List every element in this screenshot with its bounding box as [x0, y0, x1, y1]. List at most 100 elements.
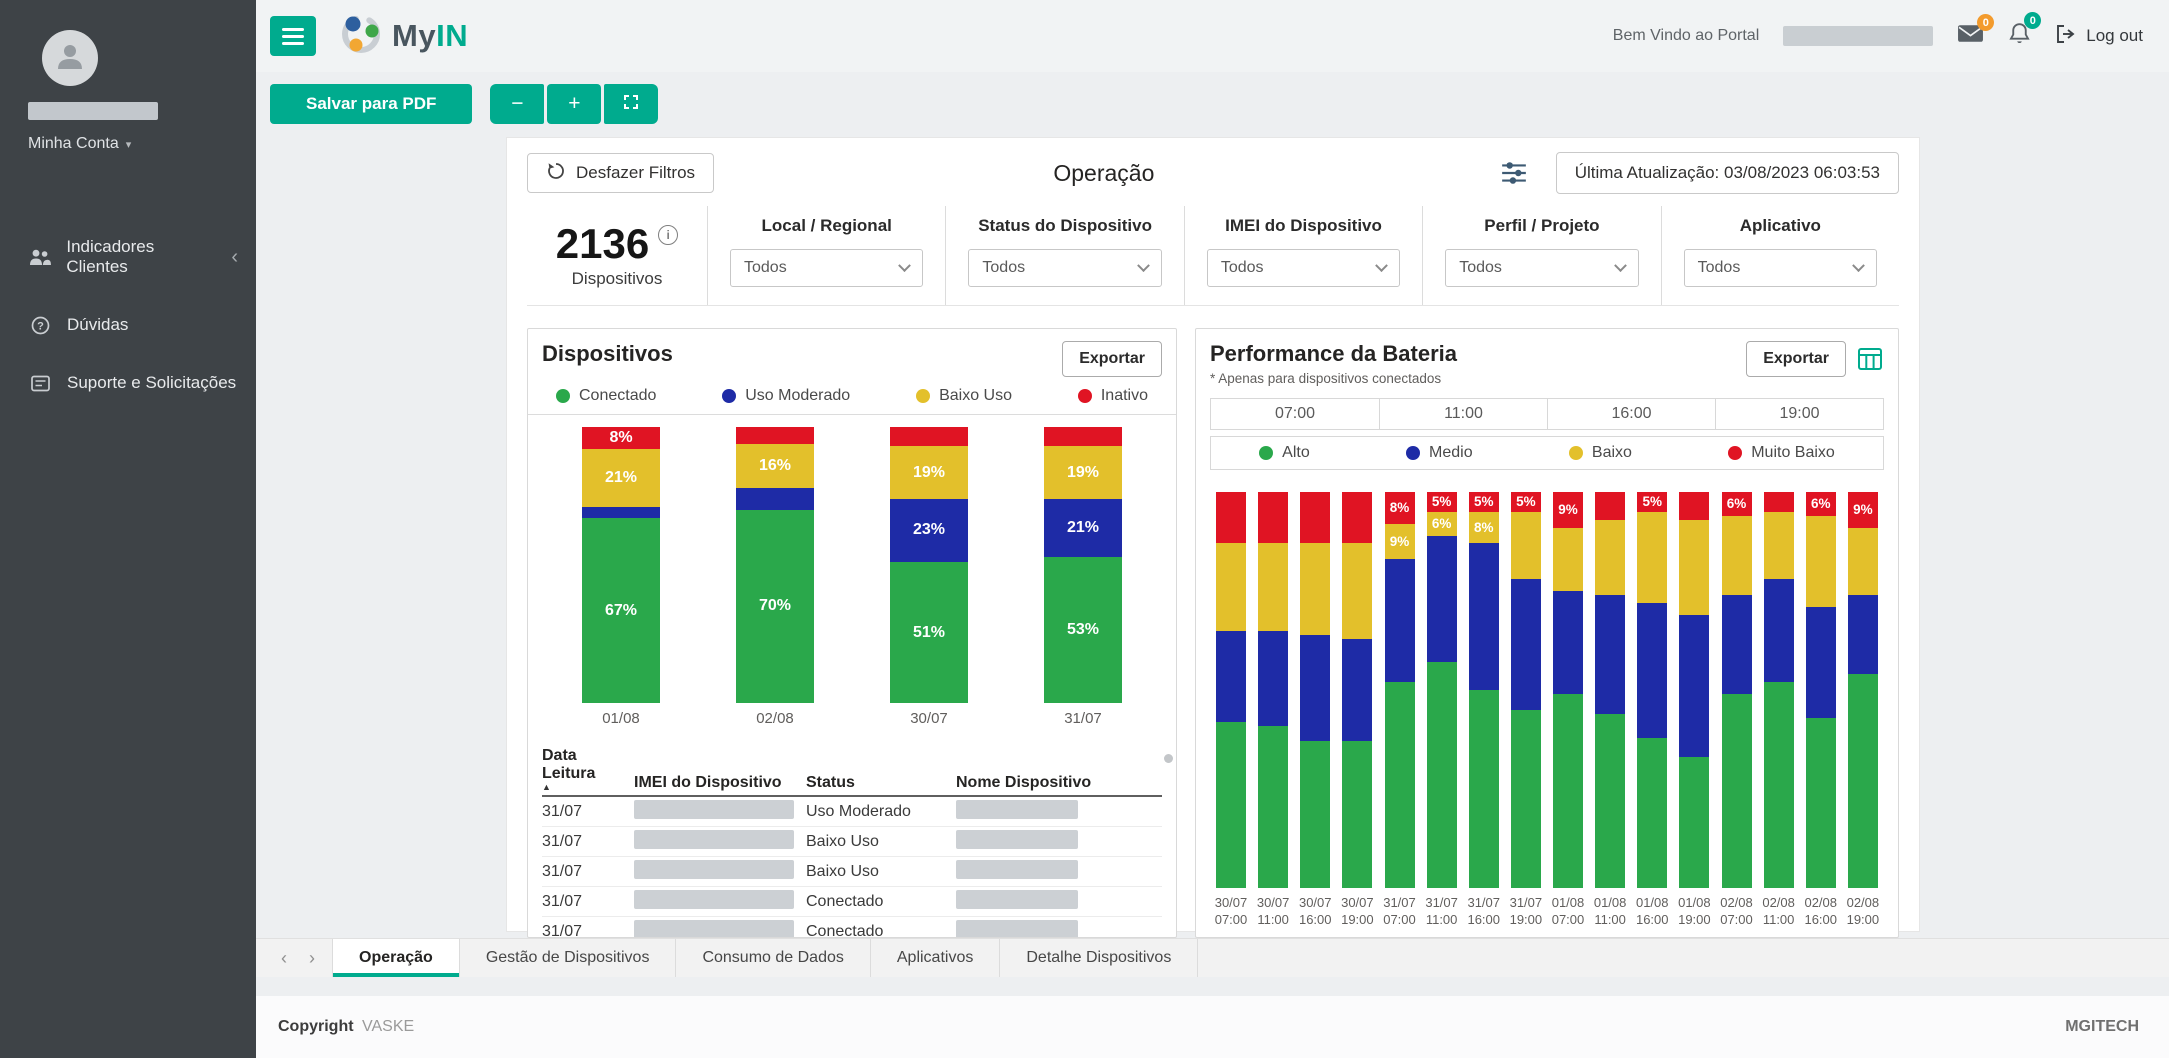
segment-muito-baixo[interactable]: 8% [1384, 492, 1415, 524]
segment-baixo[interactable] [1721, 515, 1752, 595]
segment-baixo[interactable] [1510, 511, 1541, 580]
segment-medio[interactable] [1595, 594, 1626, 714]
logout-button[interactable]: Log out [2055, 24, 2143, 49]
tabs-next-button[interactable]: › [309, 947, 315, 968]
segment-baixo-uso[interactable]: 21% [582, 449, 660, 508]
table-row[interactable]: 31/07 Baixo Uso [542, 827, 1162, 857]
segment-muito-baixo[interactable] [1342, 492, 1373, 544]
tab-detalhe-dispositivos[interactable]: Detalhe Dispositivos [1000, 939, 1199, 977]
fullscreen-button[interactable] [604, 84, 659, 124]
segment-muito-baixo[interactable] [1763, 492, 1794, 512]
segment-baixo[interactable] [1258, 543, 1289, 631]
account-menu[interactable]: Minha Conta ▾ [28, 135, 256, 153]
table-row[interactable]: 31/07 Baixo Uso [542, 857, 1162, 887]
segment-muito-baixo[interactable]: 9% [1847, 492, 1878, 528]
segment-baixo[interactable] [1763, 511, 1794, 580]
zoom-out-button[interactable]: − [490, 84, 545, 124]
save-pdf-button[interactable]: Salvar para PDF [270, 84, 473, 124]
segment-baixo[interactable] [1342, 543, 1373, 639]
column-header-status[interactable]: Status [806, 774, 855, 791]
segment-baixo-uso[interactable]: 19% [1044, 446, 1122, 499]
sidebar-item-duvidas[interactable]: ? Dúvidas [0, 299, 256, 351]
avatar[interactable] [42, 30, 98, 86]
segment-medio[interactable] [1300, 634, 1331, 742]
tab-consumo-de-dados[interactable]: Consumo de Dados [676, 939, 871, 977]
segment-inativo[interactable] [890, 427, 968, 447]
segment-baixo[interactable] [1595, 519, 1626, 595]
segment-alto[interactable] [1258, 725, 1289, 888]
segment-muito-baixo[interactable]: 6% [1805, 492, 1836, 516]
legend-item-baixo[interactable]: Baixo [1568, 444, 1632, 462]
segment-baixo[interactable] [1300, 543, 1331, 635]
segment-alto[interactable] [1595, 713, 1626, 888]
segment-alto[interactable] [1468, 689, 1499, 888]
segment-alto[interactable] [1637, 737, 1668, 888]
segment-alto[interactable] [1763, 682, 1794, 888]
segment-uso-moderado[interactable] [582, 507, 660, 519]
segment-inativo[interactable] [736, 427, 814, 444]
filter-dropdown-aplicativo[interactable]: Todos [1683, 249, 1878, 287]
tab-gestao-de-dispositivos[interactable]: Gestão de Dispositivos [460, 939, 677, 977]
segment-baixo[interactable] [1847, 527, 1878, 595]
segment-uso-moderado[interactable]: 23% [890, 498, 968, 563]
segment-alto[interactable] [1216, 721, 1246, 888]
filter-dropdown-imei-do-dispositivo[interactable]: Todos [1206, 249, 1401, 287]
segment-alto[interactable] [1342, 741, 1373, 888]
segment-medio[interactable] [1426, 535, 1457, 663]
segment-medio[interactable] [1763, 579, 1794, 683]
mail-button[interactable]: 0 [1957, 14, 1995, 49]
legend-item-alto[interactable]: Alto [1259, 444, 1310, 462]
segment-muito-baixo[interactable]: 5% [1637, 492, 1668, 512]
zoom-in-button[interactable]: + [547, 84, 602, 124]
export-button[interactable]: Exportar [1062, 341, 1162, 377]
segment-baixo[interactable]: 8% [1468, 511, 1499, 544]
segment-baixo[interactable]: 6% [1426, 511, 1457, 536]
filter-dropdown-status-do-dispositivo[interactable]: Todos [968, 249, 1162, 287]
legend-item-baixo-uso[interactable]: Baixo Uso [916, 387, 1012, 405]
segment-muito-baixo[interactable] [1679, 492, 1710, 520]
segment-alto[interactable] [1510, 709, 1541, 888]
segment-baixo[interactable]: 9% [1384, 523, 1415, 560]
filter-dropdown-perfil-projeto[interactable]: Todos [1445, 249, 1639, 287]
legend-item-muito-baixo[interactable]: Muito Baixo [1728, 444, 1835, 462]
column-header-data-leitura[interactable]: Data Leitura ▲ [542, 747, 634, 792]
undo-filters-button[interactable]: Desfazer Filtros [527, 153, 715, 193]
segment-baixo[interactable] [1637, 511, 1668, 603]
table-row[interactable]: 31/07 Conectado [542, 917, 1162, 937]
segment-medio[interactable] [1847, 594, 1878, 675]
info-icon[interactable]: i [658, 224, 679, 245]
segment-baixo-uso[interactable]: 16% [736, 443, 814, 488]
legend-item-medio[interactable]: Medio [1406, 444, 1473, 462]
notifications-button[interactable]: 0 [2008, 12, 2042, 51]
sidebar-item-indicadores-clientes[interactable]: Indicadores Clientes ‹ [0, 221, 256, 293]
segment-baixo[interactable] [1216, 543, 1246, 631]
table-row[interactable]: 31/07 Conectado [542, 887, 1162, 917]
brand-logo[interactable]: MyIN [338, 11, 468, 62]
segment-alto[interactable] [1426, 662, 1457, 888]
segment-baixo[interactable] [1679, 519, 1710, 615]
segment-muito-baixo[interactable] [1258, 492, 1289, 544]
segment-muito-baixo[interactable]: 5% [1468, 492, 1499, 512]
segment-muito-baixo[interactable]: 5% [1426, 492, 1457, 512]
segment-muito-baixo[interactable]: 9% [1553, 492, 1583, 528]
tab-aplicativos[interactable]: Aplicativos [871, 939, 1001, 977]
segment-alto[interactable] [1847, 674, 1878, 888]
segment-medio[interactable] [1342, 638, 1373, 742]
filters-panel-icon[interactable] [1500, 161, 1528, 185]
segment-conectado[interactable]: 70% [736, 509, 814, 703]
segment-baixo[interactable] [1805, 515, 1836, 607]
column-header-imei-do-dispositivo[interactable]: IMEI do Dispositivo [634, 774, 782, 791]
segment-medio[interactable] [1468, 543, 1499, 690]
segment-muito-baixo[interactable] [1216, 492, 1246, 544]
segment-muito-baixo[interactable]: 5% [1510, 492, 1541, 512]
segment-medio[interactable] [1216, 630, 1246, 722]
segment-medio[interactable] [1384, 559, 1415, 683]
segment-conectado[interactable]: 53% [1044, 556, 1122, 703]
filter-dropdown-local-regional[interactable]: Todos [730, 249, 924, 287]
segment-medio[interactable] [1637, 602, 1668, 738]
segment-alto[interactable] [1679, 757, 1710, 888]
segment-medio[interactable] [1258, 630, 1289, 726]
segment-medio[interactable] [1721, 594, 1752, 694]
legend-item-uso-moderado[interactable]: Uso Moderado [722, 387, 850, 405]
segment-conectado[interactable]: 67% [582, 518, 660, 703]
